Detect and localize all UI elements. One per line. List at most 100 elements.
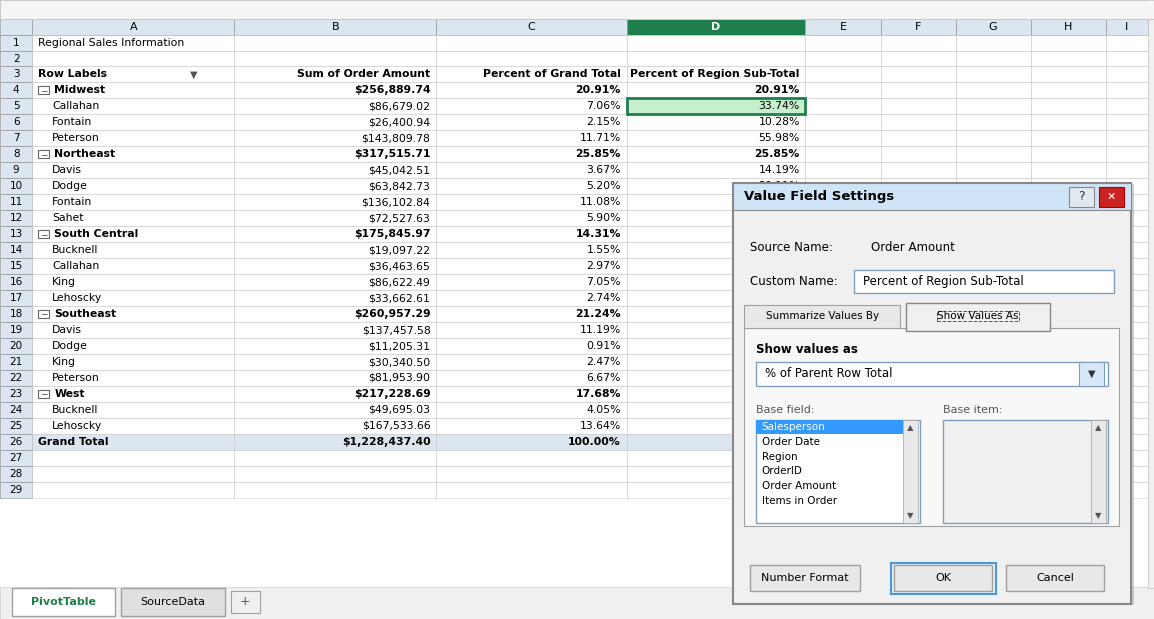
- Bar: [0, 178, 32, 194]
- Bar: [32, 66, 234, 82]
- Bar: [627, 466, 805, 482]
- Bar: [0, 482, 32, 498]
- Bar: [32, 274, 234, 290]
- Text: 77.12%: 77.12%: [758, 421, 800, 431]
- Text: Peterson: Peterson: [52, 133, 99, 144]
- Bar: [956, 146, 1031, 162]
- Bar: [956, 35, 1031, 51]
- Bar: [121, 588, 225, 616]
- Bar: [756, 420, 902, 435]
- Text: 21.24%: 21.24%: [754, 309, 800, 319]
- Text: $26,400.94: $26,400.94: [368, 118, 430, 128]
- Bar: [1106, 115, 1148, 131]
- Bar: [805, 258, 881, 274]
- Bar: [1106, 338, 1148, 354]
- Text: 26: 26: [9, 437, 23, 447]
- Bar: [436, 210, 627, 226]
- Text: +: +: [240, 595, 250, 608]
- Text: $11,205.31: $11,205.31: [368, 341, 430, 351]
- Text: −: −: [39, 389, 47, 399]
- Text: $36,463.65: $36,463.65: [368, 261, 430, 271]
- Bar: [956, 242, 1031, 258]
- Bar: [38, 390, 48, 398]
- Text: OK: OK: [936, 573, 951, 583]
- Bar: [32, 450, 234, 466]
- Text: −: −: [39, 150, 47, 159]
- Bar: [0, 306, 32, 322]
- Text: G: G: [989, 22, 997, 32]
- Bar: [0, 338, 32, 354]
- Bar: [805, 210, 881, 226]
- Bar: [0, 35, 32, 51]
- Bar: [906, 303, 1050, 331]
- Bar: [436, 115, 627, 131]
- Bar: [436, 418, 627, 434]
- Bar: [436, 482, 627, 498]
- Bar: [436, 274, 627, 290]
- Text: $175,845.97: $175,845.97: [354, 229, 430, 239]
- Bar: [1031, 258, 1106, 274]
- Bar: [436, 146, 627, 162]
- Bar: [0, 115, 32, 131]
- Bar: [956, 82, 1031, 98]
- Bar: [436, 434, 627, 450]
- Bar: [1106, 386, 1148, 402]
- Bar: [627, 258, 805, 274]
- Text: Cancel: Cancel: [1036, 573, 1074, 583]
- Bar: [744, 328, 1119, 526]
- Bar: [436, 338, 627, 354]
- Bar: [234, 338, 436, 354]
- Text: 2.97%: 2.97%: [586, 261, 621, 271]
- Text: 27: 27: [9, 453, 23, 463]
- Text: 20.91%: 20.91%: [755, 85, 800, 95]
- Bar: [881, 450, 956, 466]
- Bar: [234, 146, 436, 162]
- Bar: [436, 306, 627, 322]
- Text: 2.74%: 2.74%: [586, 293, 621, 303]
- Bar: [881, 274, 956, 290]
- Text: 14.19%: 14.19%: [758, 165, 800, 175]
- Bar: [1031, 82, 1106, 98]
- Bar: [1106, 322, 1148, 338]
- Bar: [805, 178, 881, 194]
- Bar: [805, 98, 881, 115]
- Text: 20.91%: 20.91%: [576, 85, 621, 95]
- Bar: [956, 274, 1031, 290]
- Bar: [1031, 66, 1106, 82]
- Bar: [234, 258, 436, 274]
- Bar: [0, 386, 32, 402]
- Text: ?: ?: [1078, 190, 1085, 204]
- Text: 1.55%: 1.55%: [586, 245, 621, 255]
- Text: Source Name:: Source Name:: [750, 241, 833, 254]
- Bar: [956, 402, 1031, 418]
- Text: Midwest: Midwest: [54, 85, 105, 95]
- Bar: [234, 115, 436, 131]
- Bar: [1106, 19, 1148, 35]
- Bar: [627, 418, 805, 434]
- Text: 100.00%: 100.00%: [747, 437, 800, 447]
- Bar: [956, 194, 1031, 210]
- Text: 4.29%: 4.29%: [765, 341, 800, 351]
- Bar: [805, 306, 881, 322]
- Bar: [1106, 82, 1148, 98]
- Bar: [881, 98, 956, 115]
- Bar: [881, 35, 956, 51]
- Text: Dodge: Dodge: [52, 181, 88, 191]
- Text: Lehoscky: Lehoscky: [52, 293, 103, 303]
- Bar: [956, 178, 1031, 194]
- Text: $256,889.74: $256,889.74: [354, 85, 430, 95]
- Bar: [234, 131, 436, 146]
- Text: Number Format: Number Format: [762, 573, 848, 583]
- Text: 7.05%: 7.05%: [586, 277, 621, 287]
- Bar: [32, 51, 234, 66]
- Bar: [32, 115, 234, 131]
- Bar: [627, 274, 805, 290]
- Bar: [956, 338, 1031, 354]
- Bar: [0, 19, 32, 35]
- Bar: [0, 370, 32, 386]
- Text: PivotTable: PivotTable: [31, 597, 96, 607]
- Bar: [956, 51, 1031, 66]
- Bar: [1031, 35, 1106, 51]
- Text: 14: 14: [9, 245, 23, 255]
- Text: 5: 5: [13, 102, 20, 111]
